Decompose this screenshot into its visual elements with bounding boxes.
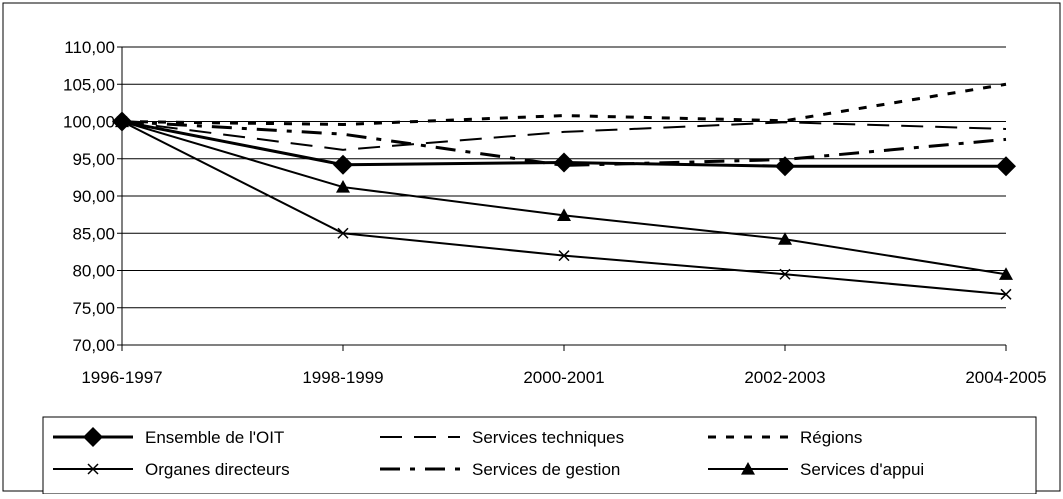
x-tick-label: 1998-1999: [302, 368, 383, 387]
legend-label: Ensemble de l'OIT: [145, 428, 284, 447]
diamond-marker: [554, 152, 574, 173]
y-tick-label: 75,00: [72, 299, 115, 318]
x-tick-label: 2002-2003: [744, 368, 825, 387]
y-tick-label: 95,00: [72, 150, 115, 169]
series-lines: [112, 82, 1016, 300]
x-tick-label: 2000-2001: [523, 368, 604, 387]
legend-item: Services techniques: [380, 428, 624, 447]
y-tick-label: 85,00: [72, 224, 115, 243]
diamond-marker: [83, 427, 103, 447]
series-group: [112, 111, 1016, 177]
triangle-marker: [336, 180, 350, 193]
triangle-marker: [778, 232, 792, 245]
x-marker: [1000, 288, 1012, 300]
y-tick-label: 80,00: [72, 262, 115, 281]
axes: 70,00 75,00 80,00 85,00 90,00 95,00 100,00 105,…: [63, 38, 1047, 387]
x-marker: [337, 227, 349, 239]
x-marker: [558, 250, 570, 262]
legend-label: Régions: [800, 428, 862, 447]
diamond-marker: [333, 154, 353, 175]
y-tick-label: 110,00: [64, 38, 115, 57]
x-tick-label: 1996-1997: [81, 368, 162, 387]
series-line: [121, 120, 1007, 167]
x-marker: [779, 268, 791, 280]
x-marker-stroke: [779, 268, 791, 280]
legend-item: Organes directeurs: [53, 460, 290, 479]
series-group: [121, 120, 1007, 151]
legend-label: Services d'appui: [800, 460, 924, 479]
triangle-marker: [557, 208, 571, 221]
y-tick-label: 90,00: [72, 187, 115, 206]
y-tick-label: 105,00: [63, 75, 115, 94]
legend-label: Services techniques: [472, 428, 624, 447]
x-marker-stroke: [337, 227, 349, 239]
y-tick-label: 100,00: [63, 113, 115, 132]
series-group: [121, 82, 1007, 126]
x-marker: [87, 463, 99, 475]
legend-label: Services de gestion: [472, 460, 620, 479]
legend-item: Services d'appui: [708, 460, 924, 479]
x-tick-label: 2004-2005: [965, 368, 1046, 387]
legend-item: Services de gestion: [380, 460, 620, 479]
legend-item: Régions: [708, 428, 862, 447]
triangle-marker: [115, 114, 129, 128]
x-marker-stroke: [558, 250, 570, 262]
triangle-marker: [999, 267, 1013, 280]
series-group: [115, 114, 1013, 280]
series-group: [121, 120, 1007, 167]
y-tick-label: 70,00: [72, 336, 115, 355]
diamond-marker: [775, 156, 795, 177]
triangle-marker: [741, 462, 755, 475]
x-marker-stroke: [87, 463, 99, 475]
x-marker-stroke: [1000, 288, 1012, 300]
legend-label: Organes directeurs: [145, 460, 290, 479]
legend: Ensemble de l'OIT Services techniques Régi…: [42, 416, 1037, 495]
series-line: [121, 120, 1007, 151]
legend-item: Ensemble de l'OIT: [53, 427, 284, 447]
series-line: [121, 82, 1007, 126]
diamond-marker: [996, 156, 1016, 177]
legend-box: [42, 416, 1037, 495]
